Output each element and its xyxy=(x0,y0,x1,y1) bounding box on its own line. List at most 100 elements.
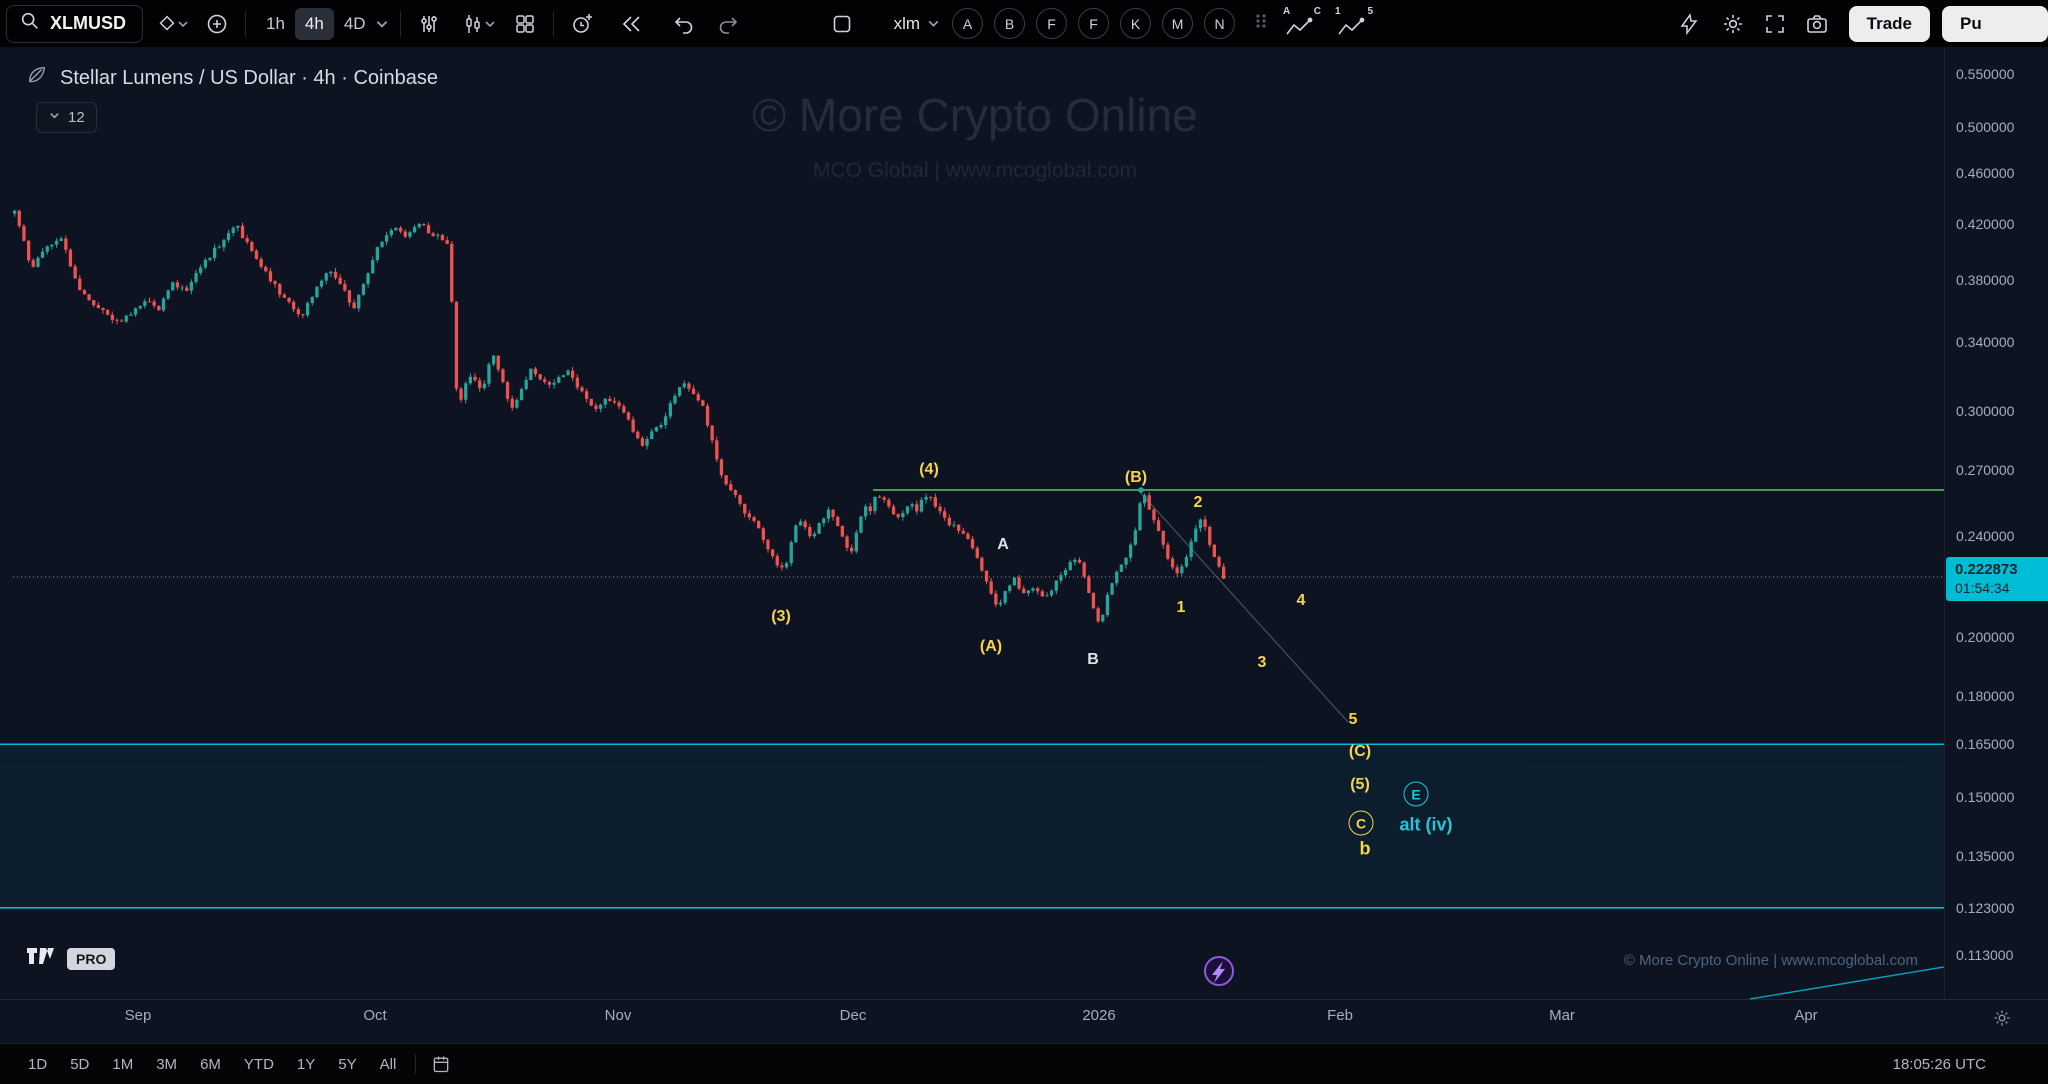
time-tick-Nov: Nov xyxy=(604,1007,632,1024)
symbol-legend[interactable]: Stellar Lumens / US Dollar · 4h · Coinba… xyxy=(26,64,438,92)
symbol-search-button[interactable]: XLMUSD xyxy=(6,4,143,43)
wave-label-c[interactable]: (C) xyxy=(1348,743,1372,760)
letter-badge-a-0[interactable]: A xyxy=(952,8,984,39)
range-1m-button[interactable]: 1M xyxy=(112,1055,134,1073)
range-1d-button[interactable]: 1D xyxy=(28,1055,48,1073)
layout-select-button[interactable] xyxy=(824,5,860,43)
undo-button[interactable] xyxy=(666,5,702,43)
price-tick-0.300000: 0.300000 xyxy=(1956,403,2015,420)
chevron-down-icon xyxy=(48,109,61,126)
wave-label-4[interactable]: (4) xyxy=(919,461,939,478)
interval-menu-chevron-icon[interactable] xyxy=(374,16,390,32)
publish-button-partial[interactable]: Pu xyxy=(1942,5,2048,42)
wave-label-4[interactable]: 4 xyxy=(1296,592,1306,609)
support-zone[interactable] xyxy=(0,744,1944,908)
timezone-clock[interactable]: 18:05:26 UTC xyxy=(1892,1055,1986,1073)
bar-replay-button[interactable] xyxy=(614,5,650,43)
rewind-icon xyxy=(620,12,644,36)
add-alert-button[interactable] xyxy=(564,5,600,43)
bottom-range-bar: 1D 5D 1M 3M 6M YTD 1Y 5Y All 18:05:26 UTC xyxy=(0,1043,2048,1084)
trade-button[interactable]: Trade xyxy=(1848,5,1930,42)
wave-label-altiv[interactable]: alt (iv) xyxy=(1399,814,1453,835)
range-1y-button[interactable]: 1Y xyxy=(296,1055,316,1073)
price-tick-0.200000: 0.200000 xyxy=(1956,629,2015,646)
range-5d-button[interactable]: 5D xyxy=(70,1055,90,1073)
wave-label-b[interactable]: (B) xyxy=(1124,469,1148,486)
time-tick-Dec: Dec xyxy=(839,1007,867,1024)
sliders-button[interactable] xyxy=(411,5,447,43)
range-3m-button[interactable]: 3M xyxy=(156,1055,178,1073)
range-6m-button[interactable]: 6M xyxy=(200,1055,221,1073)
wave-label-a[interactable]: A xyxy=(997,536,1009,553)
tradingview-mark-icon xyxy=(26,946,58,971)
wave-label-3[interactable]: 3 xyxy=(1257,654,1267,671)
mini-chart-icon xyxy=(1338,17,1365,34)
price-tick-0.165000: 0.165000 xyxy=(1956,736,2015,753)
corner-trendline[interactable] xyxy=(1749,966,1945,1000)
letter-badge-k-4[interactable]: K xyxy=(1120,8,1152,39)
wave-label-5[interactable]: (5) xyxy=(1350,776,1370,793)
divider xyxy=(245,10,246,37)
settings-button[interactable] xyxy=(1715,5,1751,43)
price-axis[interactable]: 0.222873 01:54:34 0.550000 0.500000 0.4600… xyxy=(1944,47,2048,999)
price-tick-0.420000: 0.420000 xyxy=(1956,216,2015,233)
drag-handle-icon[interactable] xyxy=(1251,9,1271,38)
divider xyxy=(399,10,401,37)
fullscreen-button[interactable] xyxy=(1757,5,1793,43)
letter-badge-f-3[interactable]: F xyxy=(1078,8,1110,39)
go-to-date-button[interactable] xyxy=(426,1049,456,1079)
redo-button[interactable] xyxy=(710,5,746,43)
price-tick-0.113000: 0.113000 xyxy=(1956,947,2014,963)
wave-label-b[interactable]: B xyxy=(1087,651,1099,668)
time-tick-Sep: Sep xyxy=(124,1007,152,1024)
plus-circle-icon xyxy=(205,12,229,36)
wave-label-1[interactable]: 1 xyxy=(1176,599,1186,616)
wave-label-e[interactable]: E xyxy=(1403,781,1429,807)
wave-label-5[interactable]: 5 xyxy=(1348,711,1358,728)
projection-line[interactable] xyxy=(1139,491,1349,723)
chevron-down-icon xyxy=(483,17,497,31)
pivot-dot xyxy=(1138,487,1144,493)
boost-button[interactable] xyxy=(1671,5,1707,43)
letter-badge-f-2[interactable]: F xyxy=(1036,8,1068,39)
letter-badge-b-1[interactable]: B xyxy=(994,8,1026,39)
quick-symbol-button[interactable]: xlm xyxy=(893,13,921,33)
axis-settings-button[interactable] xyxy=(1992,1008,2012,1033)
interval-4h-button[interactable]: 4h xyxy=(294,7,334,40)
time-axis[interactable]: Sep Oct Nov Dec 2026 Feb Mar Apr xyxy=(0,999,2048,1044)
search-icon xyxy=(19,10,41,37)
interval-4d-button[interactable]: 4D xyxy=(343,13,366,33)
collapsed-indicators-chip[interactable]: 12 xyxy=(36,102,97,133)
interval-1h-button[interactable]: 1h xyxy=(266,13,285,33)
chart-style-button[interactable] xyxy=(461,5,497,43)
symbol-description[interactable]: Stellar Lumens / US Dollar · 4h · Coinba… xyxy=(60,66,438,89)
calendar-icon xyxy=(433,1056,449,1073)
compare-add-button[interactable] xyxy=(199,5,235,43)
range-all-button[interactable]: All xyxy=(379,1055,397,1073)
wave-label-c[interactable]: C xyxy=(1348,810,1374,836)
snapshot-button[interactable] xyxy=(1799,5,1835,43)
range-5y-button[interactable]: 5Y xyxy=(338,1055,357,1073)
range-ytd-button[interactable]: YTD xyxy=(243,1055,274,1073)
indicator-templates-button[interactable] xyxy=(155,5,191,43)
wave-label-b[interactable]: b xyxy=(1359,838,1371,859)
wave-label-2[interactable]: 2 xyxy=(1193,494,1203,511)
price-tick-0.135000: 0.135000 xyxy=(1956,847,2015,864)
wave-label-3[interactable]: (3) xyxy=(771,608,791,625)
top-toolbar: XLMUSD 1h 4h 4D xyxy=(0,0,2048,48)
wave-label-a[interactable]: (A) xyxy=(979,638,1003,655)
letter-badge-m-5[interactable]: M xyxy=(1162,8,1194,39)
price-tick-0.500000: 0.500000 xyxy=(1956,119,2015,136)
chevron-down-icon[interactable] xyxy=(926,16,941,31)
price-tick-0.380000: 0.380000 xyxy=(1956,271,2015,288)
tradingview-logo[interactable]: PRO xyxy=(26,946,116,971)
camera-icon xyxy=(1805,12,1829,36)
layout-grid-button[interactable] xyxy=(507,5,543,43)
letter-badge-n-6[interactable]: N xyxy=(1204,8,1236,39)
divider xyxy=(552,10,554,37)
